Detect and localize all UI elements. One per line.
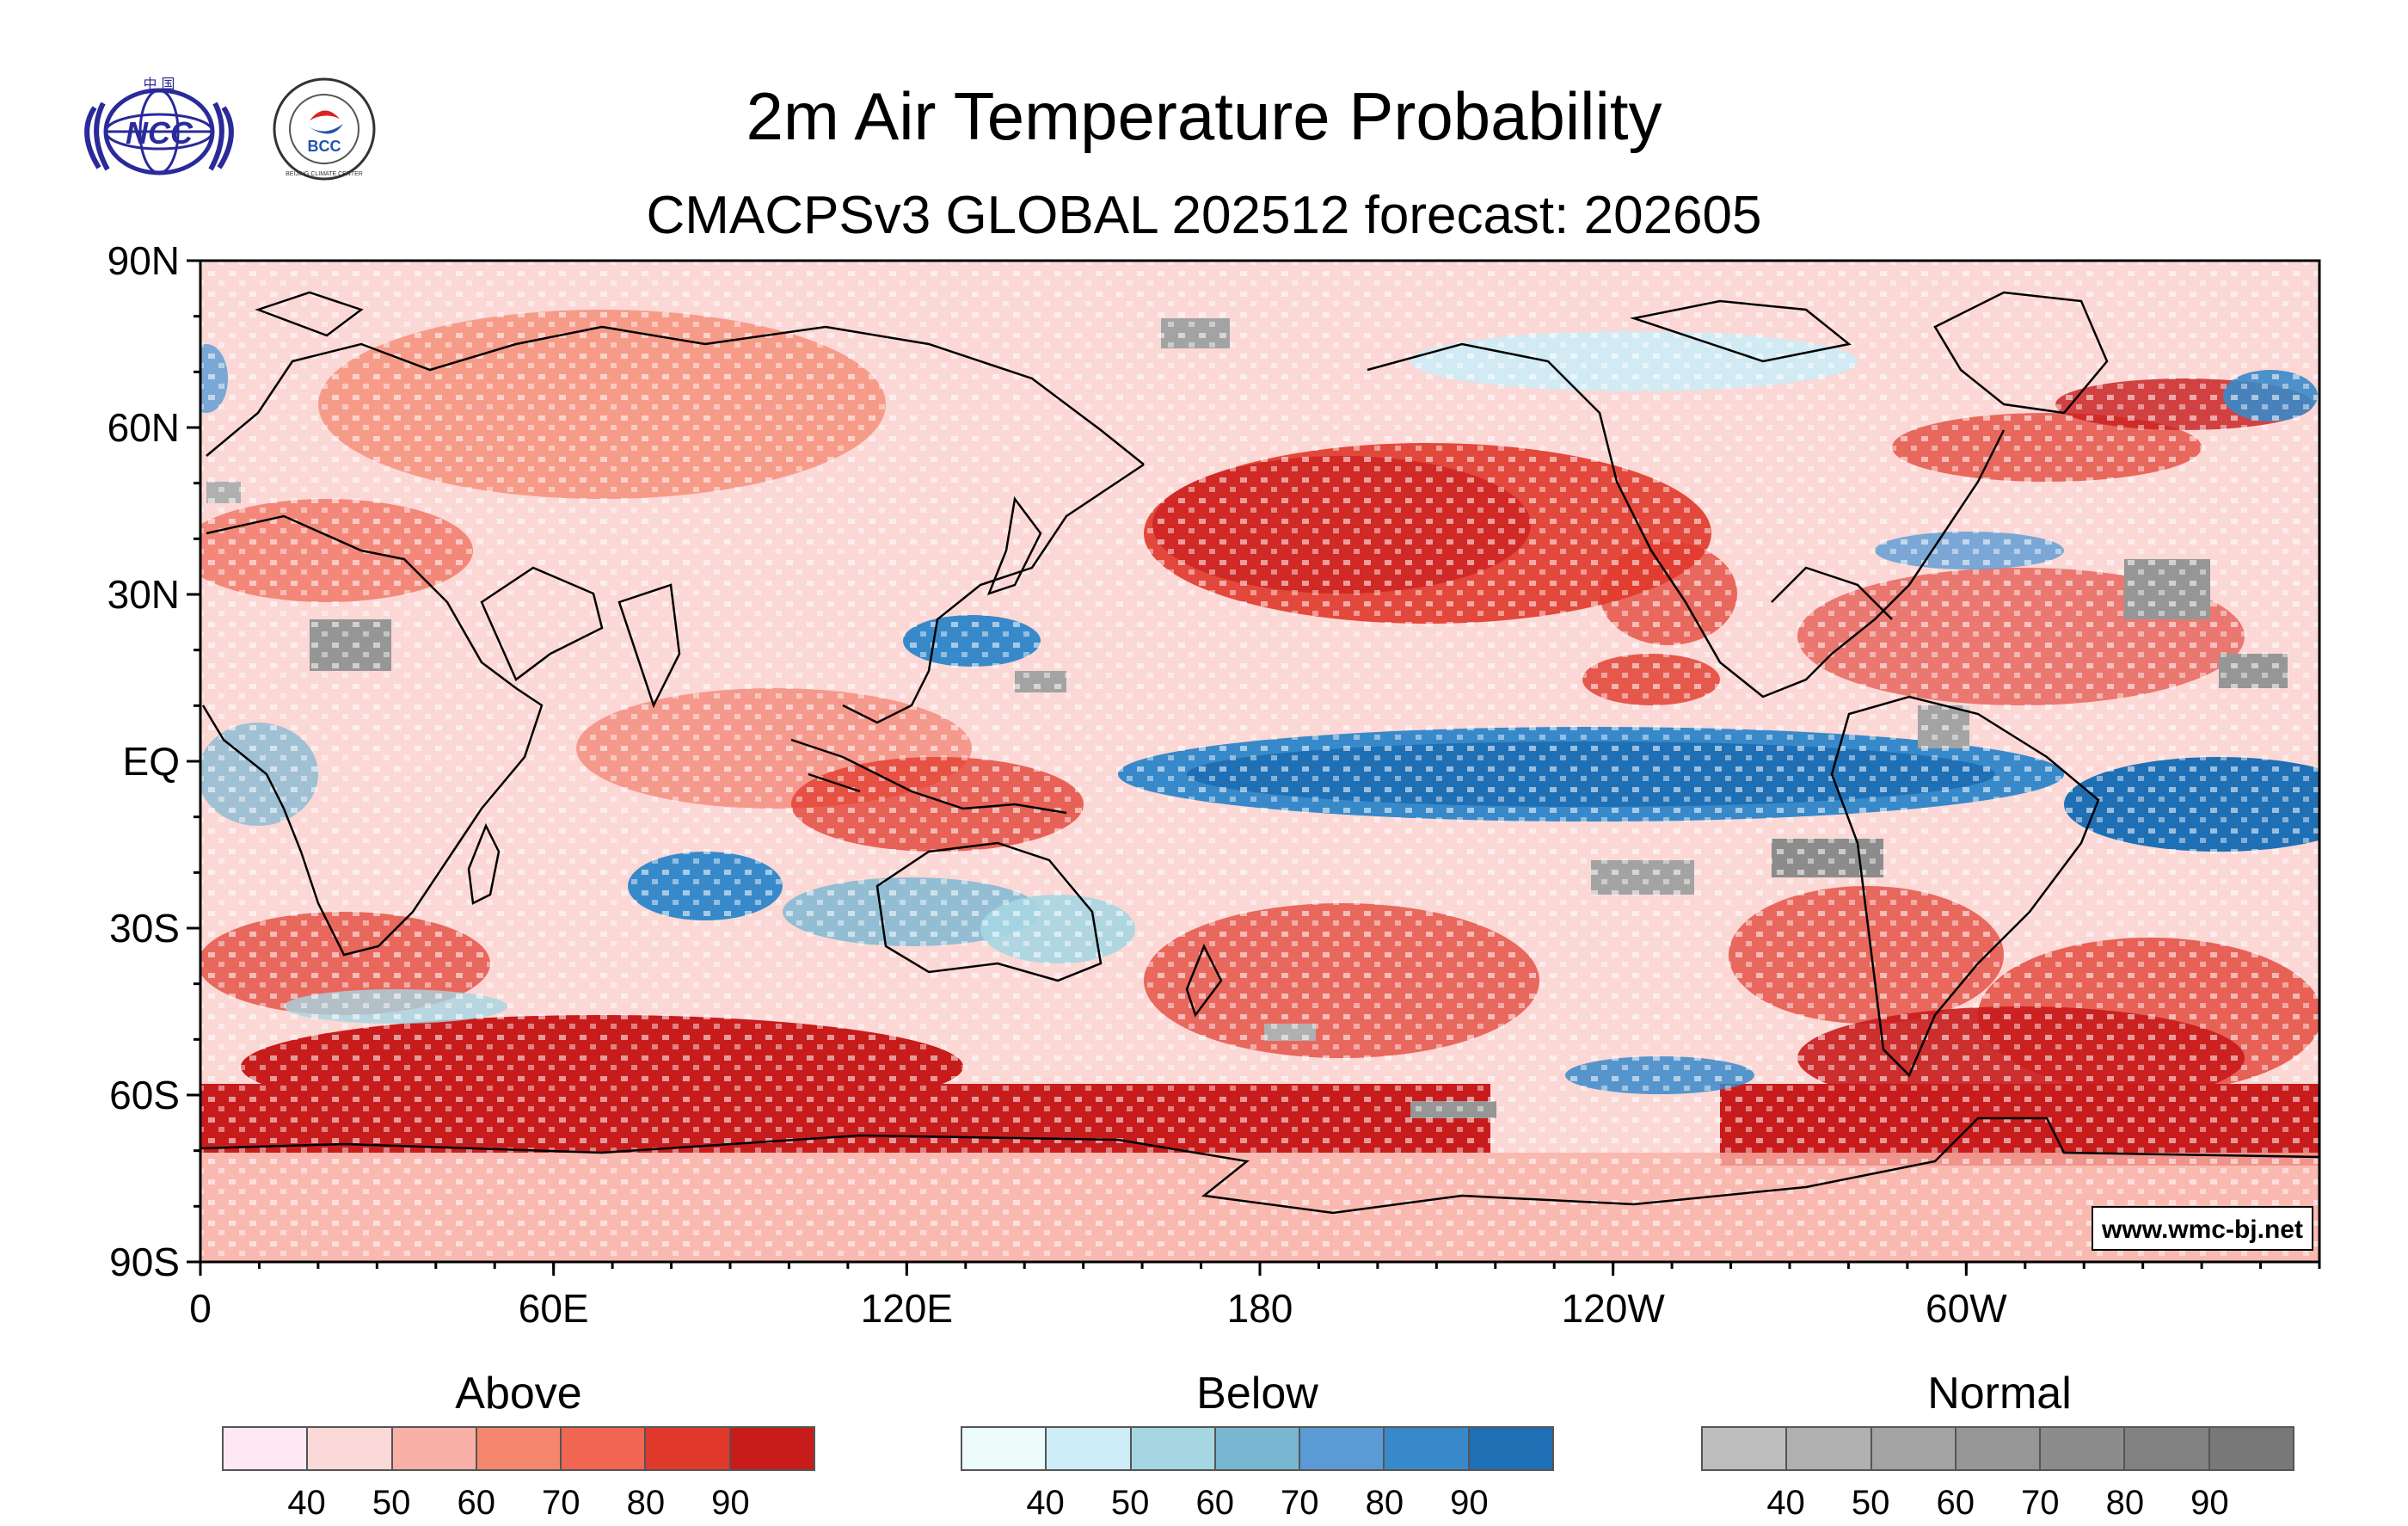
- legend-label: 90: [1450, 1484, 1489, 1522]
- ncc-logo: NCC 中 国: [69, 73, 249, 185]
- lon-tick-label: 120E: [861, 1286, 953, 1331]
- legend-label: 80: [2105, 1484, 2145, 1522]
- legend-swatch: [308, 1428, 393, 1469]
- legend-label: 40: [1026, 1484, 1065, 1522]
- legend-swatch: [646, 1428, 731, 1469]
- legend-above-title: Above: [455, 1369, 582, 1418]
- lon-tick-label: 120W: [1562, 1286, 1666, 1331]
- legend-swatch: [1871, 1428, 1956, 1469]
- legend-swatch: [1469, 1428, 1552, 1469]
- axis-ticks: [187, 259, 2321, 1276]
- legend-swatch: [1131, 1428, 1216, 1469]
- legend-swatch: [1385, 1428, 1470, 1469]
- legend-swatch: [962, 1428, 1047, 1469]
- texture-overlay: [200, 261, 2319, 1262]
- longitude-axis: 0 60E 120E 180 120W 60W: [189, 1286, 2007, 1331]
- legend-normal-title: Normal: [1927, 1369, 2072, 1418]
- legend-label: 40: [1766, 1484, 1805, 1522]
- legend-label: 80: [626, 1484, 666, 1522]
- lat-tick-label: 30N: [108, 572, 180, 617]
- legend-label: 40: [287, 1484, 326, 1522]
- legend-label: 90: [2190, 1484, 2229, 1522]
- coastlines: [200, 291, 2319, 1215]
- watermark: www.wmc-bj.net: [2092, 1206, 2313, 1251]
- lat-tick-label: 30S: [109, 906, 180, 951]
- ncc-logo-top-text: 中 国: [143, 76, 175, 92]
- legend-swatch: [1956, 1428, 2042, 1469]
- legend-label: 70: [542, 1484, 580, 1522]
- latitude-axis: 90N 60N 30N EQ 30S 60S 90S: [108, 238, 180, 1284]
- map-subtitle: CMACPSv3 GLOBAL 202512 forecast: 202605: [646, 186, 1762, 245]
- bcc-logo: BCC BEIJING CLIMATE CENTER: [271, 76, 378, 183]
- legend-swatch: [730, 1428, 814, 1469]
- legend-swatch: [2041, 1428, 2126, 1469]
- legend-below-bar: [961, 1426, 1554, 1471]
- bcc-logo-text: BCC: [308, 138, 341, 155]
- legend-label: 50: [1110, 1484, 1150, 1522]
- lat-tick-label: EQ: [123, 739, 180, 784]
- map-plot-area: [200, 261, 2319, 1262]
- legend-normal-bar: [1701, 1426, 2294, 1471]
- lat-tick-label: 60S: [109, 1073, 180, 1117]
- lat-tick-label: 90N: [108, 238, 180, 283]
- legend-swatch: [1047, 1428, 1132, 1469]
- legend-swatch: [562, 1428, 647, 1469]
- legend-label: 50: [1851, 1484, 1890, 1522]
- legend-label: 70: [1281, 1484, 1319, 1522]
- ncc-logo-text: NCC: [126, 115, 194, 151]
- legend-swatch: [224, 1428, 309, 1469]
- legend-swatch: [1787, 1428, 1872, 1469]
- legend-label: 60: [1195, 1484, 1234, 1522]
- legend-label: 80: [1365, 1484, 1404, 1522]
- map-title: 2m Air Temperature Probability: [746, 78, 1662, 154]
- legend-swatch: [1300, 1428, 1385, 1469]
- legend-above-bar: [222, 1426, 815, 1471]
- lon-tick-label: 0: [189, 1286, 212, 1331]
- legend-label: 50: [372, 1484, 411, 1522]
- bcc-logo-ring-text: BEIJING CLIMATE CENTER: [286, 171, 363, 177]
- lon-tick-label: 180: [1227, 1286, 1293, 1331]
- lat-tick-label: 60N: [108, 405, 180, 450]
- legend-swatch: [1703, 1428, 1788, 1469]
- legend-swatch: [1215, 1428, 1301, 1469]
- lat-tick-label: 90S: [109, 1240, 180, 1284]
- legend-swatch: [476, 1428, 562, 1469]
- legend-below-title: Below: [1196, 1369, 1318, 1418]
- legend-label: 60: [1936, 1484, 1975, 1522]
- lon-tick-label: 60E: [519, 1286, 589, 1331]
- legend-swatch: [2209, 1428, 2293, 1469]
- legend-swatch: [2125, 1428, 2210, 1469]
- legend-swatch: [392, 1428, 477, 1469]
- legend-label: 60: [457, 1484, 495, 1522]
- legend-label: 70: [2021, 1484, 2060, 1522]
- lon-tick-label: 60W: [1926, 1286, 2007, 1331]
- legend-label: 90: [711, 1484, 750, 1522]
